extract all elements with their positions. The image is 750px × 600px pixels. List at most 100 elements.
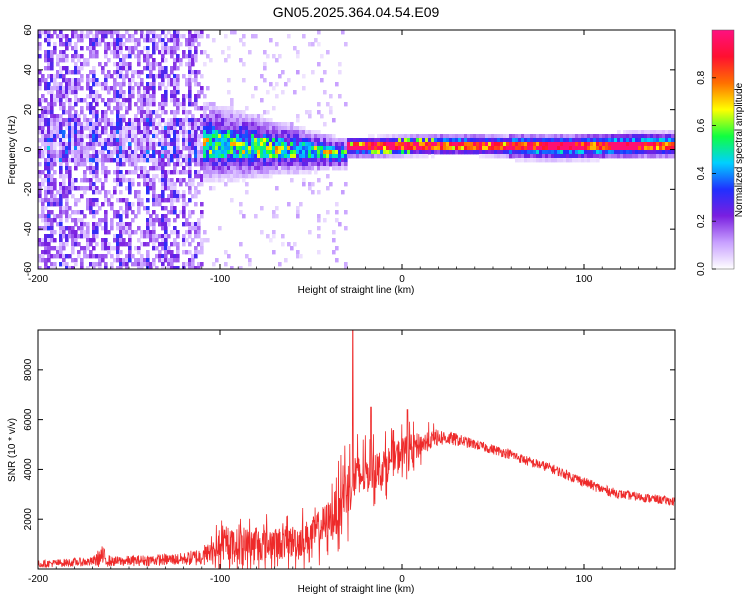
spectrogram-cell [266,118,270,123]
spectrogram-cell [542,134,546,139]
spectrogram-cell [53,50,57,55]
spectrogram-cell [473,134,477,139]
spectrogram-cell [530,154,534,159]
spectrogram-cell [74,50,78,55]
spectrogram-cell [278,150,282,155]
spectrogram-cell [575,146,579,151]
spectrogram-cell [287,122,291,127]
spectrogram-cell [161,134,165,139]
spectrogram-cell [146,114,150,119]
spectrogram-cell [317,178,321,183]
spectrogram-cell [299,154,303,159]
snr-frame [37,329,676,570]
spectrogram-cell [311,134,315,139]
spectrogram-cell [299,138,303,143]
spectrogram-cell [266,166,270,171]
spectrogram-cell [581,138,585,143]
spectrogram-cell [158,162,162,167]
spectrogram-cell [44,242,48,247]
spectrogram-cell [155,134,159,139]
spectrogram-cell [140,242,144,247]
spectrogram-cell [218,114,222,119]
spectrogram-cell [122,142,126,147]
spectrogram-cell [164,234,168,239]
spectrogram-cell [38,194,42,199]
spectrogram-cell [206,118,210,123]
spectrogram-cell [71,250,75,255]
spectrogram-cell [506,154,510,159]
spectrogram-cell [161,94,165,99]
spectrogram-cell [83,150,87,155]
spectrogram-cell [335,138,339,143]
spectrogram-cell [230,150,234,155]
spectrogram-cell [236,174,240,179]
spectrogram-cell [68,166,72,171]
spectrogram-cell [176,258,180,263]
spectrogram-cell [260,126,264,131]
spectrogram-cell [38,130,42,135]
spectrogram-cell [131,46,135,51]
spectrogram-cell [167,210,171,215]
spectrogram-cell [473,138,477,143]
spectrogram-cell [80,146,84,151]
spectrogram-cell [110,118,114,123]
spectrogram-cell [107,106,111,111]
spectrogram-cell [203,166,207,171]
spectrogram-cell [221,122,225,127]
spectrogram-cell [74,62,78,67]
spectrogram-cell [266,234,270,239]
spectrogram-cell [173,138,177,143]
spectrogram-cell [104,218,108,223]
spectrogram-cell [38,82,42,87]
colorbar-tick-label: 0.4 [696,166,707,180]
spectrogram-cell [176,170,180,175]
spectrogram-cell [77,162,81,167]
spectrogram-cell [86,158,90,163]
spectrogram-cell [284,170,288,175]
spectrogram-cell [122,78,126,83]
spectrogram-cell [305,134,309,139]
spectrogram-cell [563,154,567,159]
spectrogram-cell [227,170,231,175]
spectrogram-cell [146,198,150,203]
spectrogram-cell [455,134,459,139]
spectrogram-cell [545,150,549,155]
spectrogram-cell [62,154,66,159]
spectrogram-cell [170,262,174,267]
spectrogram-cell [518,158,522,163]
spectrogram-cell [200,214,204,219]
spectrogram-cell [128,238,132,243]
spectrogram-cell [137,50,141,55]
spectrogram-cell [641,130,645,135]
spectrogram-cell [632,154,636,159]
spectrogram-cell [182,262,186,267]
spectrogram-cell [113,210,117,215]
spectrogram-cell [209,58,213,63]
spectrogram-cell [125,226,129,231]
spectrogram-cell [62,106,66,111]
spectrogram-cell [89,142,93,147]
spectrogram-cell [125,54,129,59]
spectrogram-cell [80,86,84,91]
spectrogram-cell [443,146,447,151]
spectrogram-cell [449,134,453,139]
spectrogram-cell [119,118,123,123]
spectrogram-cell [173,42,177,47]
spectrogram-cell [644,130,648,135]
spectrogram-cell [107,202,111,207]
spectrogram-cell [83,126,87,131]
spectrogram-cell [239,242,243,247]
spectrogram-cell [173,38,177,43]
spectrogram-cell [47,186,51,191]
spectrogram-cell [632,134,636,139]
spectrogram-cell [65,70,69,75]
spectrogram-cell [251,126,255,131]
spectrogram-cell [92,222,96,227]
spectrogram-cell [125,178,129,183]
spectrogram-cell [248,126,252,131]
spectrogram-cell [416,150,420,155]
spectrogram-cell [515,134,519,139]
spectrogram-cell [254,174,258,179]
spectrogram-cell [83,190,87,195]
spectrogram-cell [86,86,90,91]
